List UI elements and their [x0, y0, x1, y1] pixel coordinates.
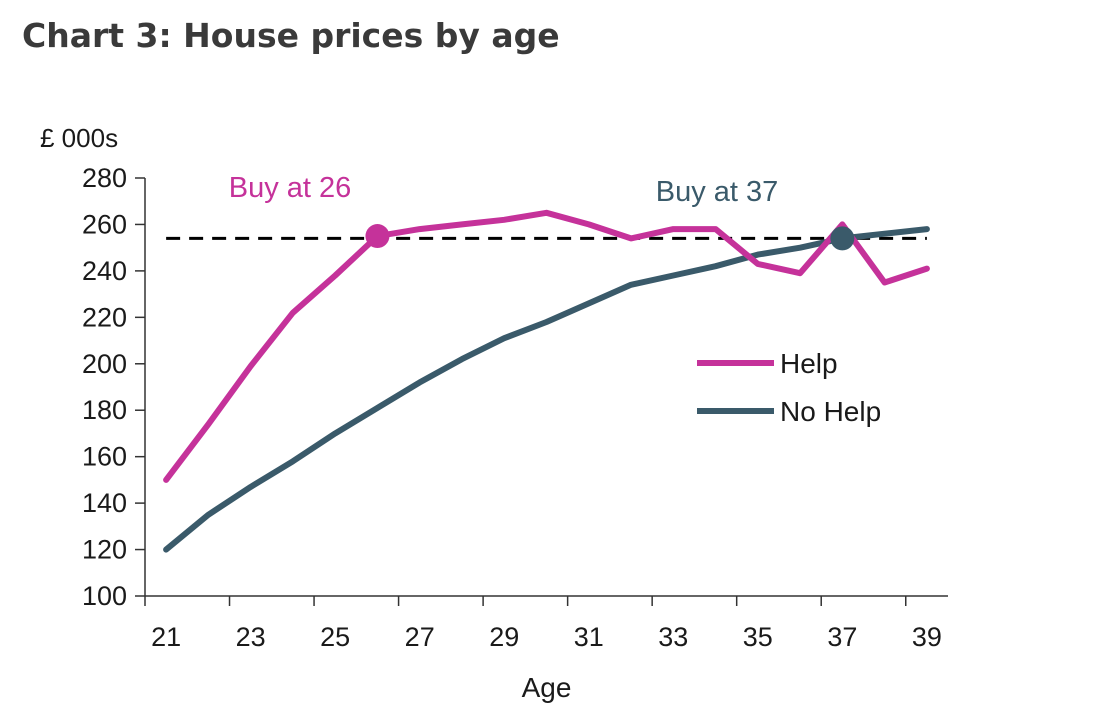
- y-tick-label: 120: [82, 535, 127, 565]
- y-axis: 100 120 140 160 180 200 220 240 260 280: [82, 163, 146, 611]
- y-tick-label: 240: [82, 256, 127, 286]
- buy-marker-no-help: [830, 226, 855, 251]
- y-tick-label: 180: [82, 395, 127, 425]
- x-axis-title: Age: [522, 672, 572, 703]
- legend-label-help: Help: [780, 348, 838, 379]
- x-tick-label: 21: [151, 622, 181, 652]
- x-tick-label: 25: [320, 622, 350, 652]
- y-tick-label: 100: [82, 581, 127, 611]
- legend-label-no-help: No Help: [780, 396, 881, 427]
- x-tick-label: 39: [912, 622, 942, 652]
- x-tick-label: 35: [743, 622, 773, 652]
- page-title: Chart 3: House prices by age: [22, 16, 560, 55]
- y-tick-label: 160: [82, 442, 127, 472]
- x-tick-label: 29: [489, 622, 519, 652]
- series-line-no-help: [163, 226, 930, 553]
- x-tick-label: 23: [236, 622, 266, 652]
- y-tick-label: 280: [82, 163, 127, 193]
- x-tick-label: 37: [827, 622, 857, 652]
- x-tick-label: 31: [574, 622, 604, 652]
- x-tick-label: 33: [658, 622, 688, 652]
- x-tick-label: 27: [405, 622, 435, 652]
- buy-marker-help: [365, 224, 390, 249]
- y-axis-unit-label: £ 000s: [40, 123, 118, 153]
- annotation-buy-at-37: Buy at 37: [656, 176, 779, 208]
- legend: Help No Help: [697, 348, 881, 427]
- series-line-help: [163, 209, 930, 483]
- x-axis: 21 23 25 27 29 31 33 35 37 39: [144, 595, 948, 652]
- y-tick-label: 220: [82, 302, 127, 332]
- y-tick-label: 260: [82, 209, 127, 239]
- y-tick-label: 140: [82, 488, 127, 518]
- annotation-buy-at-26: Buy at 26: [229, 172, 352, 204]
- y-tick-label: 200: [82, 349, 127, 379]
